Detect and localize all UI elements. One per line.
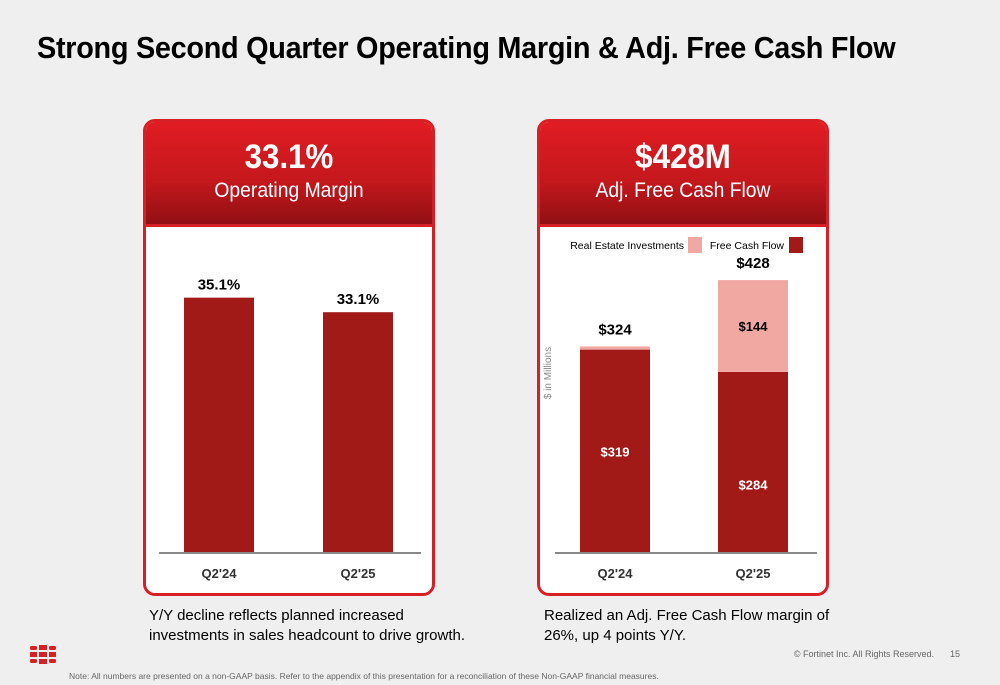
bar-real-estate-investments	[580, 346, 650, 350]
bar-free-cash-flow	[718, 371, 788, 553]
data-label: 35.1%	[198, 277, 241, 294]
x-tick-label: Q2'24	[202, 566, 238, 581]
bar	[184, 297, 254, 553]
total-label: $428	[736, 255, 769, 272]
free-cash-flow-card: $428M Adj. Free Cash Flow Real Estate In…	[537, 119, 829, 596]
x-tick-label: Q2'24	[598, 566, 634, 581]
operating-margin-header: 33.1% Operating Margin	[146, 122, 432, 227]
x-tick-label: Q2'25	[736, 566, 771, 581]
legend-swatch	[789, 237, 803, 253]
legend-label: Real Estate Investments	[570, 240, 684, 252]
bar	[323, 312, 393, 553]
y-axis-label: $ in Millions	[543, 347, 554, 399]
free-cash-flow-chart: Real Estate Investments Free Cash Flow $ i…	[543, 237, 817, 581]
free-cash-flow-caption: Realized an Adj. Free Cash Flow margin o…	[544, 606, 844, 646]
page-title: Strong Second Quarter Operating Margin &…	[37, 30, 896, 65]
page-number: 15	[949, 649, 960, 659]
operating-margin-headline: 33.1%	[244, 138, 334, 176]
footnote: Note: All numbers are presented on a non…	[69, 671, 659, 681]
total-label: $324	[598, 321, 632, 338]
fortinet-logo-icon	[30, 645, 56, 664]
free-cash-flow-header: $428M Adj. Free Cash Flow	[540, 122, 826, 227]
copyright-text: © Fortinet Inc. All Rights Reserved.	[793, 649, 934, 659]
data-label: $284	[739, 477, 769, 492]
caption-line: 26%, up 4 points Y/Y.	[544, 627, 687, 644]
data-label: 33.1%	[337, 291, 380, 308]
caption-line: investments in sales headcount to drive …	[149, 627, 466, 644]
free-cash-flow-headline: $428M	[635, 138, 731, 176]
bar-real-estate-investments	[718, 280, 788, 372]
header-divider	[146, 224, 432, 227]
legend-label: Free Cash Flow	[710, 240, 785, 252]
operating-margin-chart: 35.1% Q2'24 33.1% Q2'25	[159, 277, 421, 581]
caption-line: Y/Y decline reflects planned increased	[149, 607, 404, 624]
data-label: $319	[601, 444, 630, 459]
data-label: $144	[739, 319, 769, 334]
operating-margin-subheadline: Operating Margin	[214, 179, 364, 202]
x-tick-label: Q2'25	[341, 566, 376, 581]
caption-line: Realized an Adj. Free Cash Flow margin o…	[544, 607, 830, 624]
bar-free-cash-flow	[580, 349, 650, 553]
legend-swatch	[688, 237, 702, 253]
operating-margin-card: 33.1% Operating Margin 35.1% Q2'24 33.1% Q2…	[143, 119, 435, 596]
header-divider	[540, 224, 826, 227]
operating-margin-caption: Y/Y decline reflects planned increased i…	[149, 606, 489, 646]
free-cash-flow-subheadline: Adj. Free Cash Flow	[595, 179, 771, 202]
